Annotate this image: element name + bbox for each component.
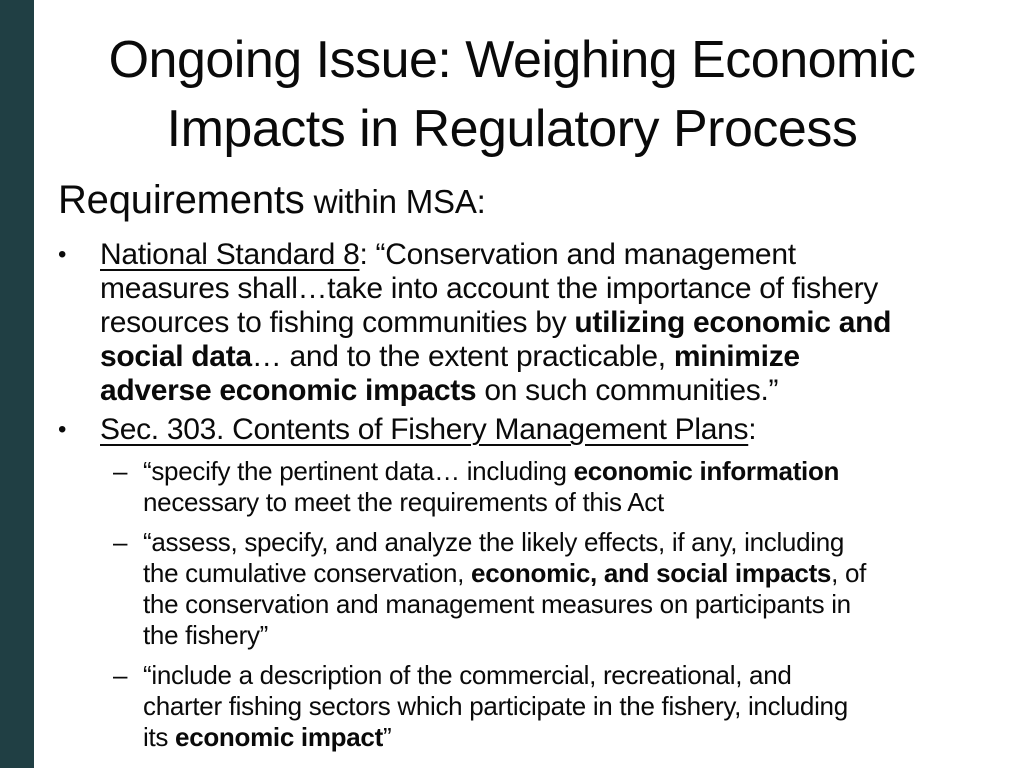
bullet-item: • Sec. 303. Contents of Fishery Managemen…	[58, 413, 1018, 447]
bullet-text: “specify the pertinent data… including e…	[143, 456, 1018, 518]
bullet-item: – “specify the pertinent data… including …	[113, 456, 1018, 518]
text-line: the conservation and management measures…	[143, 589, 1018, 620]
text-segment: adverse economic impacts	[100, 374, 477, 407]
text-line: National Standard 8: “Conservation and m…	[100, 238, 1018, 272]
text-segment: economic, and social impacts	[471, 558, 832, 588]
text-line: “assess, specify, and analyze the likely…	[143, 527, 1018, 558]
text-segment: , of	[831, 558, 867, 588]
dash-icon: –	[113, 660, 128, 690]
dash-icon: –	[113, 456, 128, 486]
dash-icon: –	[113, 527, 128, 557]
text-segment: the cumulative conservation,	[143, 558, 472, 588]
text-segment: charter fishing sectors which participat…	[143, 691, 848, 721]
bullet-text: “include a description of the commercial…	[143, 660, 1018, 753]
text-segment: economic information	[573, 456, 840, 486]
text-line: the fishery”	[143, 620, 1018, 651]
text-segment: social data	[100, 340, 252, 373]
slide-body: Requirements within MSA: • National Stand…	[58, 176, 1018, 753]
text-segment: “include a description of the commercial…	[143, 660, 792, 690]
text-segment: … and to the extent practicable,	[251, 340, 674, 373]
text-segment: measures shall…take into account the imp…	[100, 272, 878, 305]
bullet-item: – “assess, specify, and analyze the likel…	[113, 527, 1018, 651]
text-segment: ”	[382, 722, 392, 752]
bullet-text: “assess, specify, and analyze the likely…	[143, 527, 1018, 651]
text-segment: “specify the pertinent data… including	[143, 456, 574, 486]
text-segment: “assess, specify, and analyze the likely…	[143, 527, 845, 557]
text-line: “include a description of the commercial…	[143, 660, 1018, 691]
text-segment: minimize	[673, 340, 800, 373]
text-line: its economic impact”	[143, 722, 1018, 753]
text-line: measures shall…take into account the imp…	[100, 272, 1018, 306]
text-segment: the conservation and management measures…	[143, 589, 851, 619]
text-line: charter fishing sectors which participat…	[143, 691, 1018, 722]
bullet-item: – “include a description of the commercia…	[113, 660, 1018, 753]
text-segment: its	[143, 722, 176, 752]
text-line: social data… and to the extent practicab…	[100, 340, 1018, 374]
text-segment: resources to fishing communities by	[100, 306, 575, 339]
slide-title-line2: Impacts in Regulatory Process	[166, 100, 858, 158]
text-line: necessary to meet the requirements of th…	[143, 487, 1018, 518]
text-segment: :	[748, 413, 757, 446]
bullet-text: Sec. 303. Contents of Fishery Management…	[100, 413, 1018, 447]
text-segment: : “Conservation and management	[359, 238, 796, 271]
text-segment: the fishery”	[143, 620, 269, 650]
text-segment: on such communities.”	[476, 374, 779, 407]
text-line: the cumulative conservation, economic, a…	[143, 558, 1018, 589]
text-line: “specify the pertinent data… including e…	[143, 456, 1018, 487]
slide-title: Ongoing Issue: Weighing Economic Impacts…	[0, 26, 1024, 164]
slide-title-line1: Ongoing Issue: Weighing Economic	[108, 31, 916, 89]
bullet-text: National Standard 8: “Conservation and m…	[100, 238, 1018, 408]
text-line: Sec. 303. Contents of Fishery Management…	[100, 413, 1018, 447]
text-segment: utilizing economic and	[574, 306, 892, 339]
heading-main-text: Requirements	[58, 178, 305, 222]
section-heading: Requirements within MSA:	[58, 176, 1018, 233]
text-segment: National Standard 8	[100, 238, 360, 271]
bullet-item: • National Standard 8: “Conservation and …	[58, 238, 1018, 408]
bullet-list: • National Standard 8: “Conservation and …	[58, 238, 1018, 753]
text-segment: necessary to meet the requirements of th…	[143, 487, 664, 517]
text-segment: economic impact	[175, 722, 383, 752]
heading-rest-text: within MSA:	[304, 183, 486, 220]
bullet-icon: •	[58, 416, 67, 443]
text-line: resources to fishing communities by util…	[100, 306, 1018, 340]
left-accent-bar	[0, 0, 34, 768]
text-segment: Sec. 303. Contents of Fishery Management…	[100, 413, 749, 446]
bullet-icon: •	[58, 241, 67, 268]
text-line: adverse economic impacts on such communi…	[100, 374, 1018, 408]
